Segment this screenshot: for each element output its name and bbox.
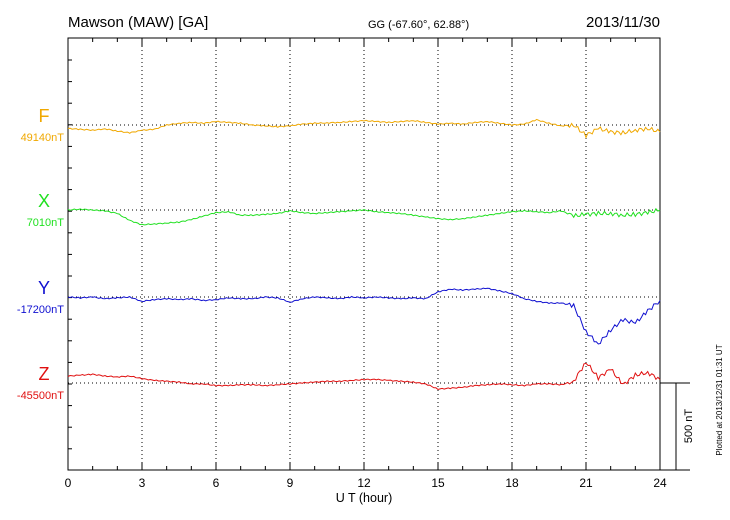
component-letter-z: Z <box>39 364 50 384</box>
component-baseline-x: 7010nT <box>27 217 65 229</box>
component-labels: F 49140nT X 7010nT Y -17200nT Z -45500nT <box>17 106 64 402</box>
component-letter-y: Y <box>38 278 50 298</box>
series-line-y <box>67 287 661 345</box>
x-axis-ticks: 0 3 6 9 12 15 18 21 24 <box>65 38 667 490</box>
station-title: Mawson (MAW) [GA] <box>68 14 208 31</box>
date-label: 2013/11/30 <box>586 14 660 31</box>
series-line-z <box>67 362 661 391</box>
component-baseline-f: 49140nT <box>21 132 65 144</box>
component-baseline-y: -17200nT <box>17 304 64 316</box>
scale-bar: 500 nT <box>660 382 695 471</box>
x-tick-label: 18 <box>505 476 519 490</box>
component-baseline-z: -45500nT <box>17 390 64 402</box>
scale-bar-label: 500 nT <box>683 409 695 444</box>
x-axis-title: U T (hour) <box>336 491 393 505</box>
component-letter-f: F <box>39 106 50 126</box>
plotted-at-note: Plotted at 2013/12/31 01:31 UT <box>715 344 724 455</box>
component-letter-x: X <box>38 191 50 211</box>
grid <box>68 38 660 470</box>
coordinates-label: GG (-67.60°, 62.88°) <box>368 19 469 31</box>
x-tick-label: 12 <box>357 476 371 490</box>
x-tick-label: 3 <box>139 476 146 490</box>
x-tick-label: 0 <box>65 476 72 490</box>
x-tick-label: 9 <box>287 476 294 490</box>
x-tick-label: 24 <box>653 476 667 490</box>
x-tick-label: 6 <box>213 476 220 490</box>
x-tick-label: 21 <box>579 476 593 490</box>
x-tick-label: 15 <box>431 476 445 490</box>
series-line-x <box>67 207 661 226</box>
series-lines <box>67 118 661 391</box>
series-line-f <box>67 118 661 139</box>
